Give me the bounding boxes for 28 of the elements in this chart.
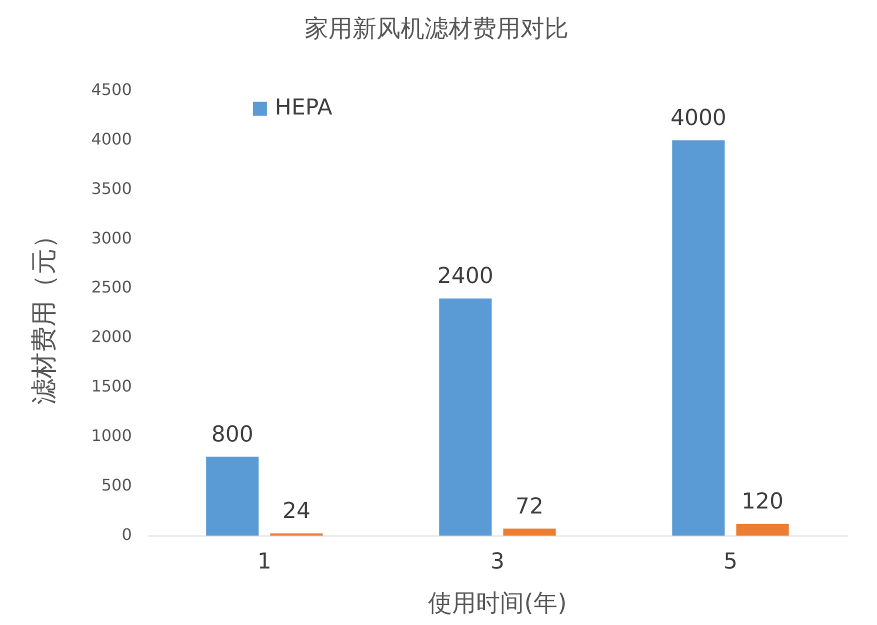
x-tick-label: 3 — [490, 550, 504, 575]
x-tick-label: 1 — [257, 550, 272, 575]
data-label: 72 — [516, 494, 544, 520]
y-tick-label: 3500 — [91, 178, 132, 198]
y-tick-label: 0 — [122, 524, 132, 544]
bar — [736, 524, 789, 536]
data-label: 24 — [282, 499, 310, 524]
y-tick-label: 3000 — [91, 228, 132, 248]
data-label: 800 — [211, 422, 254, 448]
data-label: 4000 — [670, 106, 726, 131]
y-tick-label: 1000 — [91, 426, 132, 446]
y-tick-label: 2000 — [91, 327, 132, 346]
data-label: 120 — [742, 490, 784, 515]
bar — [439, 298, 492, 536]
bar — [206, 456, 259, 536]
x-tick-label: 5 — [723, 550, 738, 575]
y-tick-label: 1500 — [91, 376, 132, 396]
y-axis-title: 滤材费用（元） — [29, 222, 60, 404]
y-tick-label: 4500 — [91, 80, 132, 99]
x-axis-title: 使用时间(年) — [428, 588, 567, 617]
y-tick-label: 4000 — [91, 129, 132, 148]
y-tick-label: 2500 — [91, 278, 132, 297]
data-label: 2400 — [437, 264, 494, 290]
bar — [672, 140, 725, 536]
bar — [503, 528, 556, 536]
y-tick-label: 500 — [101, 476, 132, 495]
chart-title: 家用新风机滤材费用对比 — [304, 14, 568, 43]
legend-label: HEPA — [274, 96, 332, 121]
